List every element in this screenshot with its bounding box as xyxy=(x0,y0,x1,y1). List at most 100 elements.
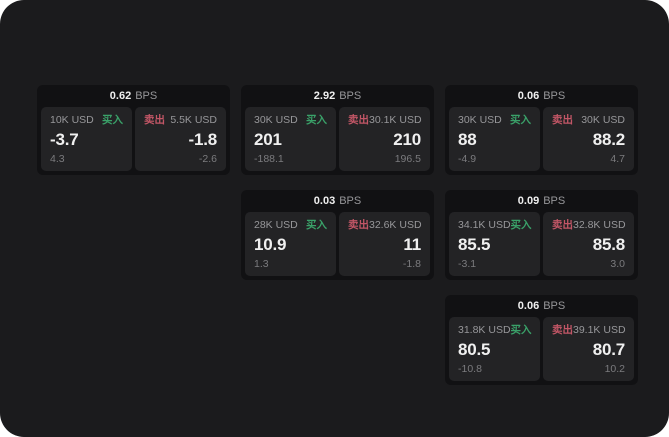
quote-card: 0.06 BPS 31.8K USD 买入 80.5 -10.8 卖出 39.1… xyxy=(445,295,638,385)
sell-sub-value: -1.8 xyxy=(402,257,421,270)
bps-value: 0.09 xyxy=(517,194,540,207)
buy-size-label: 28K USD xyxy=(254,219,298,231)
sell-price-value: 210 xyxy=(393,130,421,149)
buy-side-label: 买入 xyxy=(306,219,327,231)
buy-quote-panel[interactable]: 30K USD 买入 88 -4.9 xyxy=(449,107,540,171)
card-body: 34.1K USD 买入 85.5 -3.1 卖出 32.8K USD 85.8… xyxy=(445,212,638,280)
quote-card: 0.09 BPS 34.1K USD 买入 85.5 -3.1 卖出 32.8K… xyxy=(445,190,638,280)
sell-side-label: 卖出 xyxy=(552,219,573,231)
sell-size-label: 32.8K USD xyxy=(573,219,626,231)
quote-card-grid: 0.62 BPS 10K USD 买入 -3.7 4.3 卖出 5.5K USD xyxy=(37,85,638,385)
sell-sub-value: -2.6 xyxy=(198,152,217,165)
buy-quote-panel[interactable]: 34.1K USD 买入 85.5 -3.1 xyxy=(449,212,540,276)
buy-size-label: 34.1K USD xyxy=(458,219,511,231)
sell-panel-top-row: 卖出 30K USD xyxy=(552,115,625,126)
sell-side-label: 卖出 xyxy=(348,114,369,126)
buy-price-value: 201 xyxy=(254,130,282,149)
sell-side-label: 卖出 xyxy=(144,114,165,126)
sell-panel-top-row: 卖出 39.1K USD xyxy=(552,324,626,336)
quote-card: 0.06 BPS 30K USD 买入 88 -4.9 卖出 30K USD xyxy=(445,85,638,175)
card-bps-header: 0.06 BPS xyxy=(445,295,638,317)
buy-price-value: 10.9 xyxy=(254,235,287,254)
sell-panel-top-row: 卖出 30.1K USD xyxy=(348,114,422,126)
sell-panel-top-row: 卖出 32.8K USD xyxy=(552,219,626,231)
buy-side-label: 买入 xyxy=(510,219,532,231)
buy-side-label: 买入 xyxy=(306,114,327,126)
card-body: 30K USD 买入 88 -4.9 卖出 30K USD 88.2 4.7 xyxy=(445,107,638,175)
sell-quote-panel[interactable]: 卖出 32.6K USD 11 -1.8 xyxy=(339,212,430,276)
sell-panel-top-row: 卖出 32.6K USD xyxy=(348,219,422,231)
card-bps-header: 2.92 BPS xyxy=(241,85,434,107)
buy-panel-top-row: 31.8K USD 买入 xyxy=(458,324,532,336)
buy-size-label: 30K USD xyxy=(458,114,502,126)
buy-quote-panel[interactable]: 31.8K USD 买入 80.5 -10.8 xyxy=(449,317,540,381)
buy-sub-value: 1.3 xyxy=(254,257,269,270)
buy-sub-value: 4.3 xyxy=(50,152,65,165)
buy-price-value: -3.7 xyxy=(50,130,79,149)
buy-side-label: 买入 xyxy=(510,324,532,336)
buy-panel-top-row: 30K USD 买入 xyxy=(254,115,327,126)
sell-panel-top-row: 卖出 5.5K USD xyxy=(144,115,217,126)
buy-quote-panel[interactable]: 30K USD 买入 201 -188.1 xyxy=(245,107,336,171)
sell-quote-panel[interactable]: 卖出 30K USD 88.2 4.7 xyxy=(543,107,634,171)
sell-quote-panel[interactable]: 卖出 39.1K USD 80.7 10.2 xyxy=(543,317,634,381)
sell-side-label: 卖出 xyxy=(552,324,573,336)
bps-value: 0.06 xyxy=(517,89,540,102)
sell-sub-value: 10.2 xyxy=(604,362,625,375)
sell-size-label: 30K USD xyxy=(581,114,625,126)
sell-price-value: 85.8 xyxy=(592,235,625,254)
buy-quote-panel[interactable]: 28K USD 买入 10.9 1.3 xyxy=(245,212,336,276)
quote-card: 0.62 BPS 10K USD 买入 -3.7 4.3 卖出 5.5K USD xyxy=(37,85,230,175)
sell-quote-panel[interactable]: 卖出 5.5K USD -1.8 -2.6 xyxy=(135,107,226,171)
card-bps-header: 0.03 BPS xyxy=(241,190,434,212)
card-body: 31.8K USD 买入 80.5 -10.8 卖出 39.1K USD 80.… xyxy=(445,317,638,385)
bps-value: 2.92 xyxy=(313,89,336,102)
buy-price-value: 88 xyxy=(458,130,477,149)
sell-price-value: 11 xyxy=(403,235,421,254)
buy-panel-top-row: 30K USD 买入 xyxy=(458,115,531,126)
buy-size-label: 30K USD xyxy=(254,114,298,126)
sell-price-value: -1.8 xyxy=(188,130,218,149)
bps-value: 0.62 xyxy=(109,89,132,102)
bps-unit-label: BPS xyxy=(339,89,362,102)
buy-sub-value: -188.1 xyxy=(254,152,284,165)
sell-price-value: 88.2 xyxy=(592,130,625,149)
bps-unit-label: BPS xyxy=(339,194,362,207)
buy-panel-top-row: 34.1K USD 买入 xyxy=(458,219,532,231)
card-body: 10K USD 买入 -3.7 4.3 卖出 5.5K USD -1.8 -2.… xyxy=(37,107,230,175)
sell-quote-panel[interactable]: 卖出 30.1K USD 210 196.5 xyxy=(339,107,430,171)
sell-size-label: 39.1K USD xyxy=(573,324,626,336)
bps-value: 0.06 xyxy=(517,299,540,312)
buy-sub-value: -4.9 xyxy=(458,152,477,165)
buy-side-label: 买入 xyxy=(510,114,531,126)
buy-panel-top-row: 10K USD 买入 xyxy=(50,115,123,126)
sell-size-label: 5.5K USD xyxy=(170,114,217,126)
sell-sub-value: 196.5 xyxy=(394,152,421,165)
sell-sub-value: 4.7 xyxy=(610,152,625,165)
bps-value: 0.03 xyxy=(313,194,336,207)
buy-quote-panel[interactable]: 10K USD 买入 -3.7 4.3 xyxy=(41,107,132,171)
card-bps-header: 0.06 BPS xyxy=(445,85,638,107)
buy-sub-value: -10.8 xyxy=(458,362,482,375)
sell-side-label: 卖出 xyxy=(348,219,369,231)
bps-unit-label: BPS xyxy=(543,194,566,207)
buy-price-value: 80.5 xyxy=(458,340,491,359)
buy-side-label: 买入 xyxy=(102,114,123,126)
quote-card: 0.03 BPS 28K USD 买入 10.9 1.3 卖出 32.6K US… xyxy=(241,190,434,280)
sell-size-label: 32.6K USD xyxy=(369,219,422,231)
card-body: 30K USD 买入 201 -188.1 卖出 30.1K USD 210 1… xyxy=(241,107,434,175)
bps-unit-label: BPS xyxy=(543,299,566,312)
buy-sub-value: -3.1 xyxy=(458,257,477,270)
quote-card: 2.92 BPS 30K USD 买入 201 -188.1 卖出 30.1K … xyxy=(241,85,434,175)
card-bps-header: 0.09 BPS xyxy=(445,190,638,212)
buy-price-value: 85.5 xyxy=(458,235,491,254)
sell-size-label: 30.1K USD xyxy=(369,114,422,126)
sell-side-label: 卖出 xyxy=(552,114,573,126)
buy-panel-top-row: 28K USD 买入 xyxy=(254,220,327,231)
sell-sub-value: 3.0 xyxy=(610,257,625,270)
sell-quote-panel[interactable]: 卖出 32.8K USD 85.8 3.0 xyxy=(543,212,634,276)
buy-size-label: 10K USD xyxy=(50,114,94,126)
bps-unit-label: BPS xyxy=(135,89,158,102)
card-bps-header: 0.62 BPS xyxy=(37,85,230,107)
